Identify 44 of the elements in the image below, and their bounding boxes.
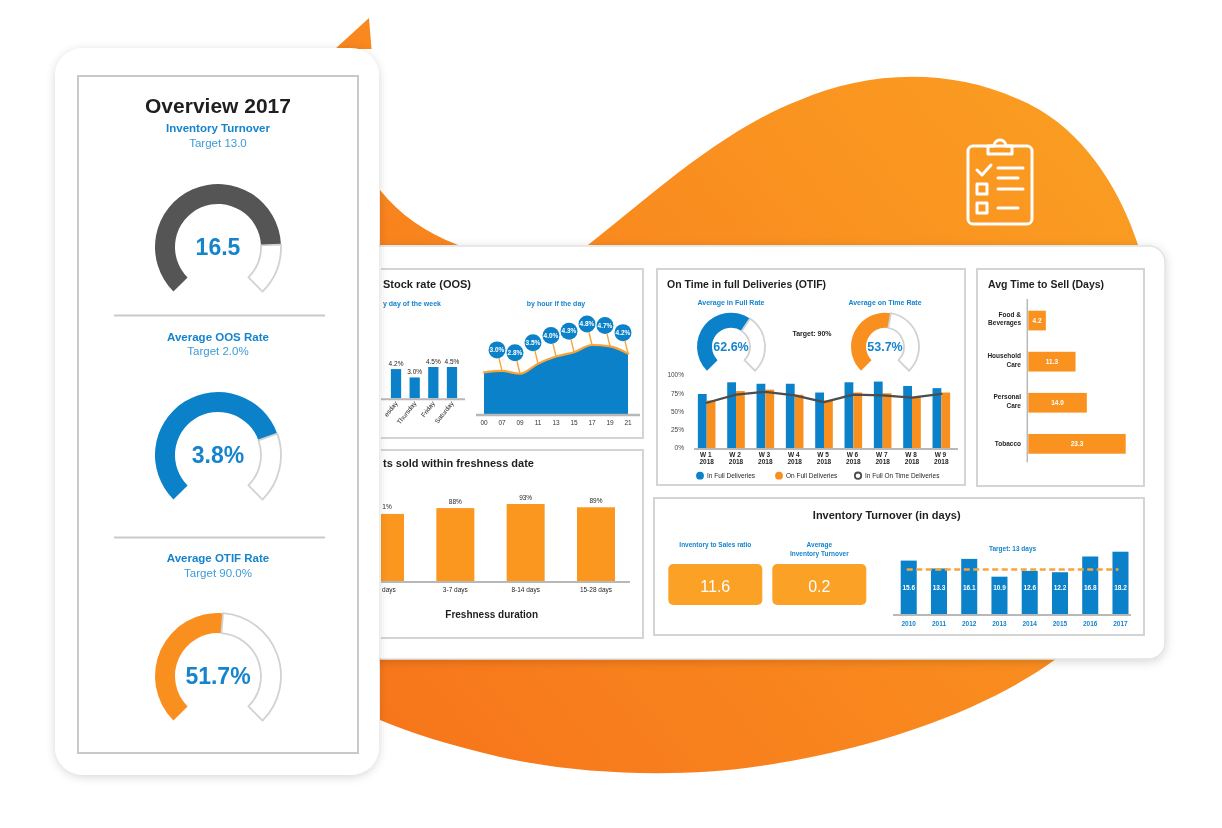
text: 51.7% [185,663,251,689]
chart-subtitle: Target 90.0% [184,567,252,579]
data-label: 11.6 [700,577,731,595]
bar [1082,556,1099,614]
bar [873,381,883,448]
bar [1028,351,1076,372]
text: Overview 2017 [145,94,291,117]
text: Inventory Turnover (in days) [812,509,961,521]
bar [727,382,736,448]
bar [912,396,921,448]
bar [785,383,795,448]
bar [853,392,863,448]
bar [815,392,824,448]
chart-title: ts sold within freshness date [383,457,534,470]
bar [941,392,951,448]
text: 62.6% [713,340,749,355]
line-series [705,390,943,404]
chart-subtitle: Target 13.0 [189,137,247,149]
chart-title: Average OTIF Rate [166,552,270,564]
bar [991,576,1008,614]
text: 3.8% [191,442,245,468]
text: 16.5 [195,234,241,260]
chart-title: Avg Time to Sell (Days) [988,277,1105,290]
bar [930,568,947,614]
bar [765,389,775,448]
chart-title: Average OOS Rate [167,331,269,343]
x-axis-title: Freshness duration [445,609,539,621]
text: 53.7% [867,340,903,355]
chart-title: Stock rate (OOS) [383,278,472,290]
bar [736,391,745,448]
data-label: 0.2 [808,577,831,595]
bar [1028,392,1087,413]
chart-title: Inventory Turnover [166,122,271,134]
bar [961,558,978,614]
chart-subtitle: Target 2.0% [187,345,249,357]
bar [1051,572,1068,614]
bar [1028,433,1126,454]
bar [1112,551,1129,614]
bar [900,560,917,614]
bar [903,385,912,448]
bar [697,393,707,448]
bar [1021,570,1038,614]
chart-title: On Time in full Deliveries (OTIF) [667,277,827,290]
bar [824,400,833,448]
